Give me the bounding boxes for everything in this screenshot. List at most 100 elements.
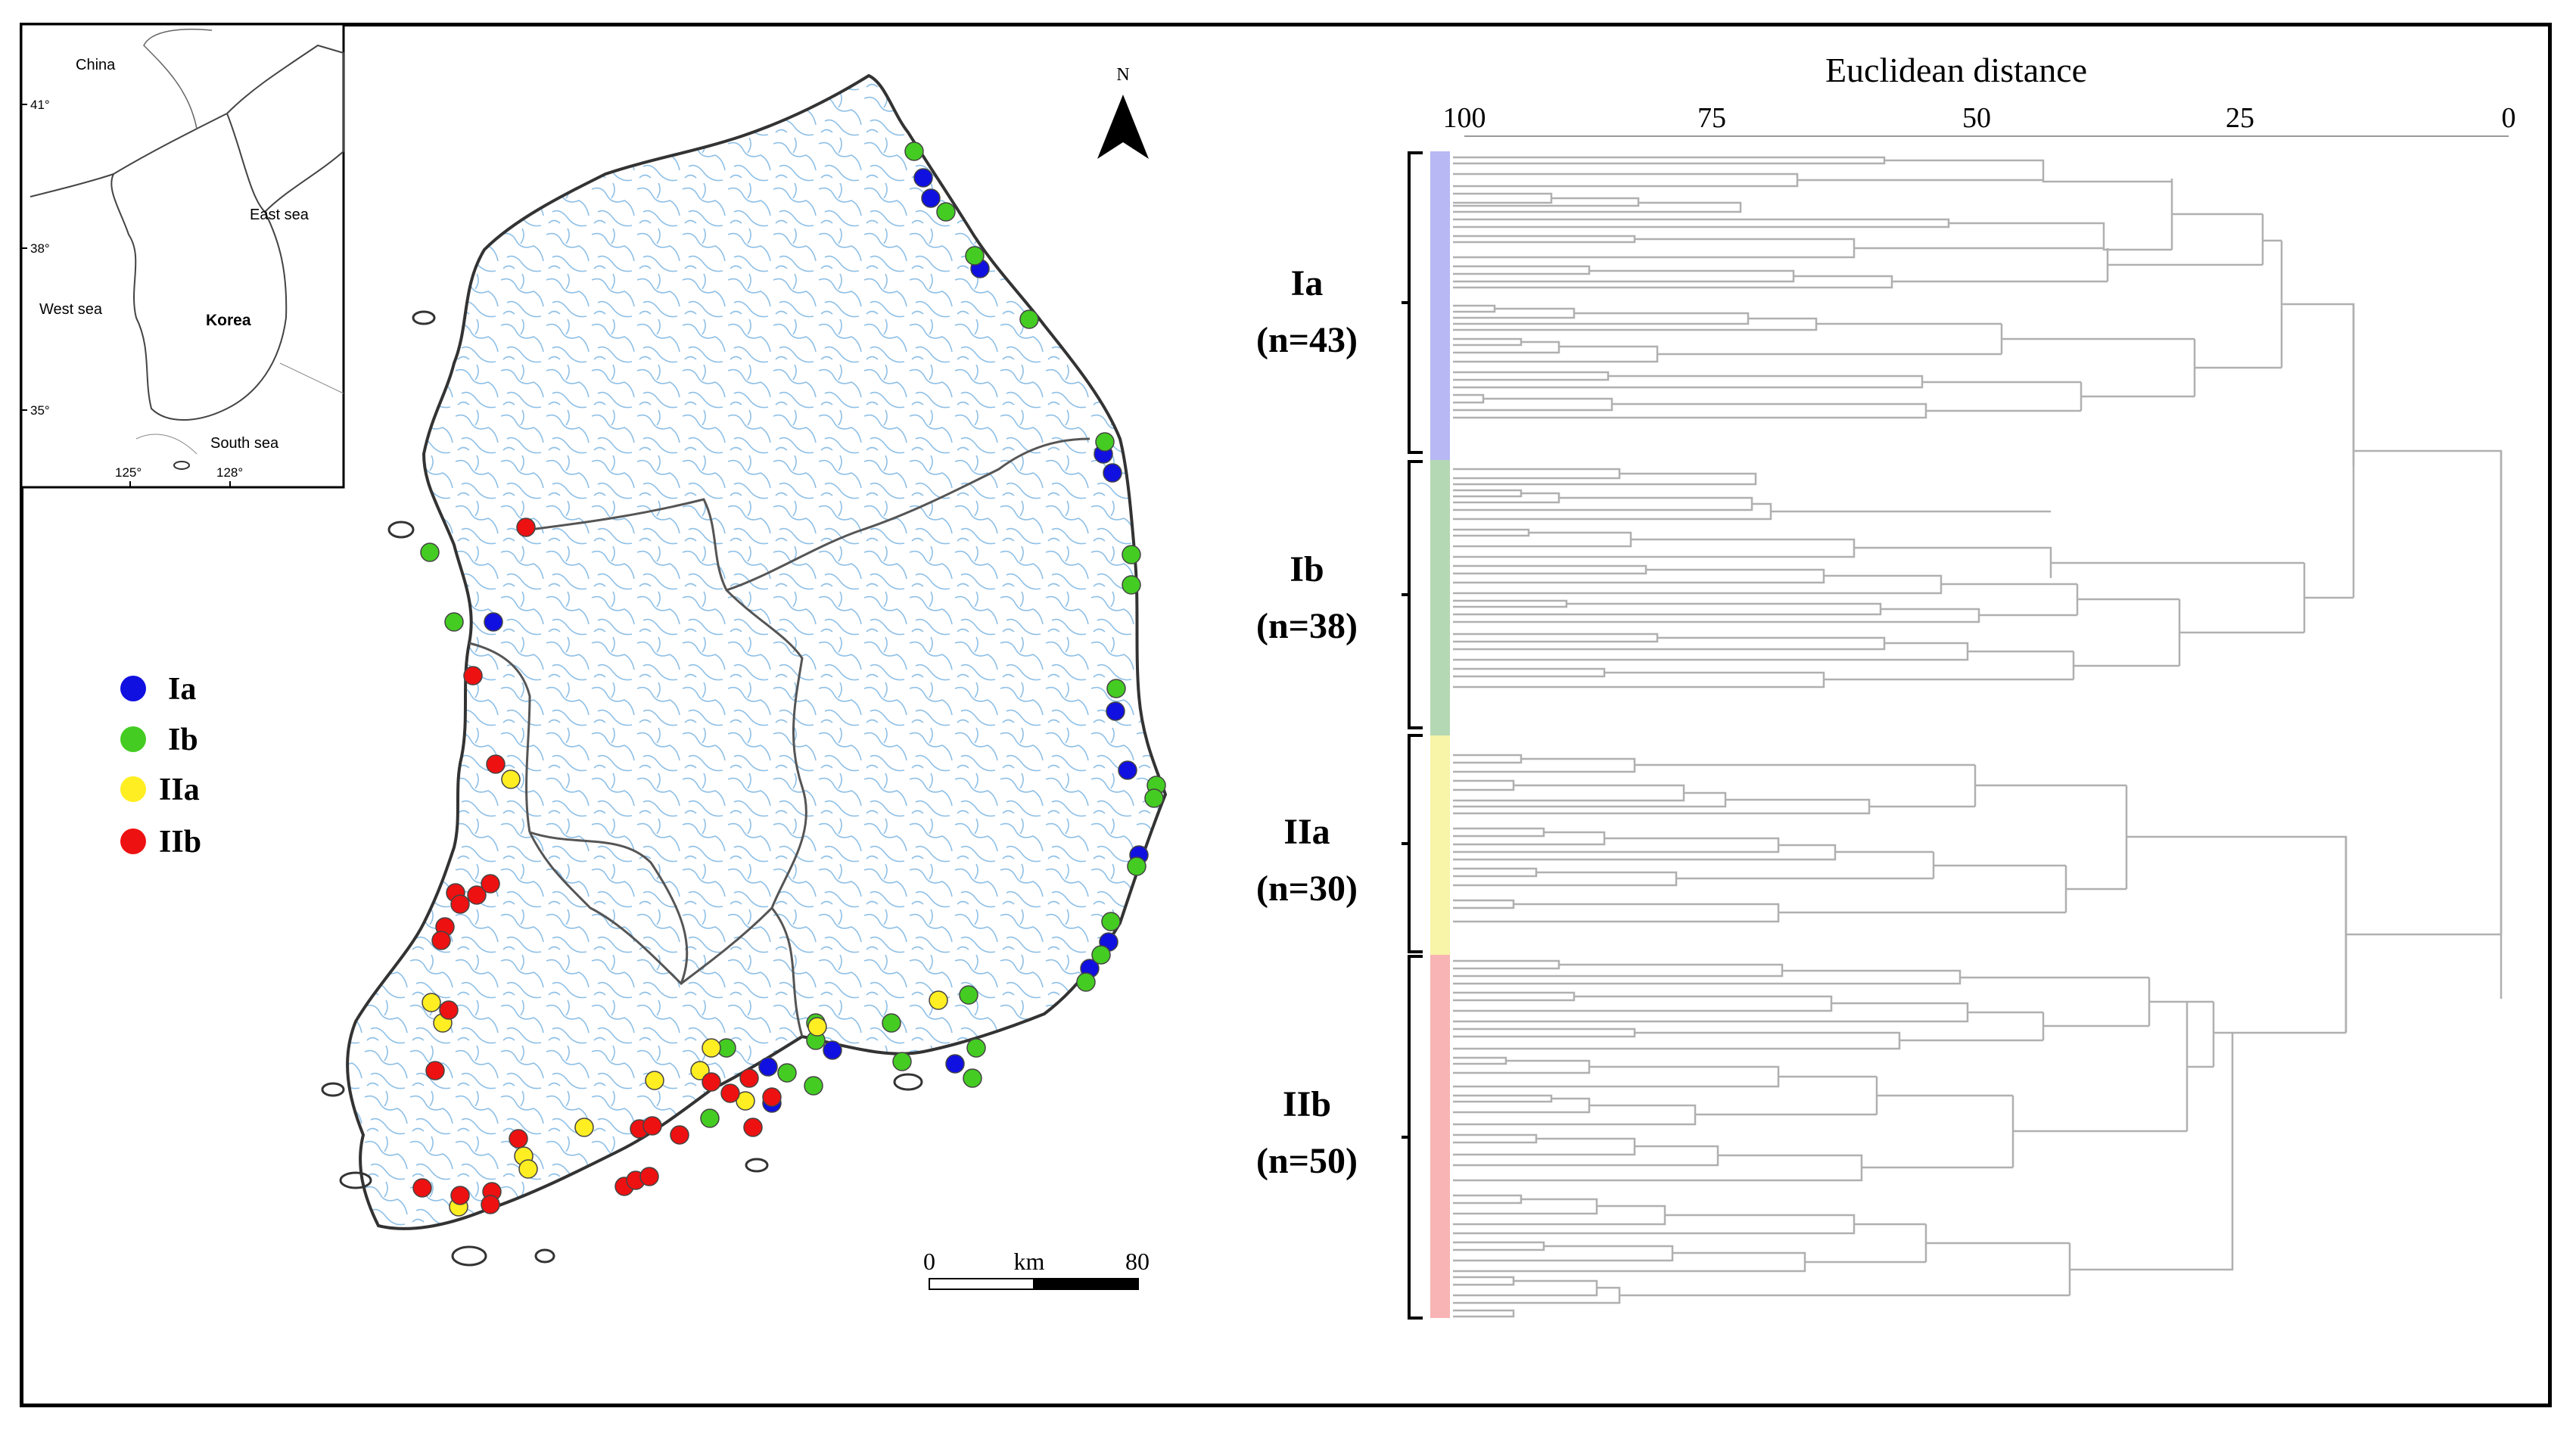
bracket-ia: [1408, 151, 1423, 454]
cluster-count-ib: (n=38): [1256, 606, 1358, 646]
map-point: [758, 1057, 778, 1077]
map-point: [463, 666, 483, 685]
map-point: [966, 1038, 986, 1058]
map-point: [481, 874, 500, 894]
inset-lat-41: 41°: [30, 98, 50, 112]
scale-bar: 0 km 80: [923, 1248, 1150, 1290]
map-point: [1122, 575, 1141, 595]
map-point: [807, 1017, 827, 1037]
map-point: [642, 1116, 662, 1136]
cluster-label-ia: Ia: [1291, 263, 1324, 303]
inset-label-china: China: [76, 57, 116, 73]
cluster-strip-iia: [1430, 735, 1450, 955]
cluster-count-ia: (n=43): [1256, 320, 1358, 360]
axis-tick-75: 75: [1697, 102, 1726, 134]
legend-swatch-ib: [120, 726, 146, 752]
map-point: [1095, 432, 1115, 452]
legend-swatch-ia: [120, 676, 146, 701]
bracket-iib: [1408, 955, 1423, 1320]
map-point: [425, 1061, 445, 1080]
map-point: [467, 885, 487, 905]
map-point: [412, 1178, 432, 1198]
legend-label-iia: IIa: [159, 773, 200, 807]
axis-tick-50: 50: [1962, 102, 1991, 134]
cluster-strip-ia: [1430, 151, 1450, 460]
map-point: [1144, 788, 1164, 808]
cluster-label-iia: IIa: [1283, 812, 1330, 852]
north-arrow-icon: N: [1097, 65, 1149, 159]
map-point: [965, 246, 985, 266]
map-point: [823, 1040, 842, 1060]
legend-swatch-iib: [120, 828, 146, 854]
map-point: [1118, 760, 1137, 780]
map-legend: Ia Ib IIa IIb: [120, 672, 201, 860]
axis-tick-25: 25: [2226, 102, 2254, 134]
bracket-iia: [1408, 734, 1423, 953]
map-point: [959, 985, 978, 1005]
map-point: [1091, 945, 1111, 965]
map-point: [720, 1083, 740, 1103]
dendrogram-tree: [1453, 156, 2503, 1318]
inset-lon-125: 125°: [115, 465, 142, 480]
map-point: [1101, 912, 1121, 931]
map-point: [501, 769, 521, 789]
inset-lat-38: 38°: [30, 241, 50, 256]
map-point: [509, 1129, 528, 1149]
map-point: [777, 1063, 797, 1083]
legend-label-ia: Ia: [168, 672, 196, 707]
map-point: [420, 542, 440, 562]
map-point: [444, 612, 464, 632]
legend-label-ib: Ib: [168, 723, 198, 757]
inset-label-south-sea: South sea: [210, 435, 279, 452]
map-point: [422, 993, 441, 1012]
axis-tick-100: 100: [1443, 102, 1486, 134]
map-point: [892, 1052, 912, 1071]
map-point: [481, 1195, 500, 1214]
map-point: [670, 1125, 689, 1145]
main-map: N 0 km 80 Ia Ib IIa IIb: [120, 65, 1168, 1290]
map-point: [1106, 701, 1125, 721]
map-point: [904, 141, 924, 161]
dendrogram-title: Euclidean distance: [1825, 51, 2087, 89]
inset-label-west-sea: West sea: [39, 301, 103, 318]
map-point: [1076, 972, 1096, 992]
map-point: [743, 1118, 763, 1137]
legend-label-iib: IIb: [159, 825, 201, 860]
map-point: [574, 1118, 594, 1137]
map-point: [1103, 463, 1122, 483]
map-point: [936, 202, 956, 222]
scale-end: 80: [1125, 1248, 1150, 1275]
map-point: [736, 1091, 755, 1111]
inset-label-east-sea: East sea: [250, 207, 310, 223]
cluster-count-iia: (n=30): [1256, 869, 1358, 909]
map-point: [945, 1054, 965, 1074]
map-point: [450, 894, 470, 914]
map-point: [1106, 679, 1126, 698]
map-point: [739, 1068, 759, 1088]
map-point: [645, 1071, 664, 1090]
map-point: [1127, 856, 1146, 876]
map-point: [921, 188, 941, 208]
scale-start: 0: [923, 1248, 935, 1275]
inset-lon-128: 128°: [216, 465, 243, 480]
map-point: [1122, 545, 1141, 564]
bracket-ib: [1408, 460, 1423, 729]
cluster-label-ib: Ib: [1290, 549, 1324, 589]
map-point: [929, 990, 948, 1010]
map-point: [486, 754, 506, 774]
map-point: [963, 1068, 982, 1088]
map-point: [882, 1013, 901, 1033]
map-point: [439, 1000, 459, 1020]
map-point: [762, 1087, 782, 1107]
axis-tick-0: 0: [2502, 102, 2516, 134]
legend-swatch-iia: [120, 776, 146, 802]
map-point: [702, 1038, 721, 1058]
inset-lat-35: 35°: [30, 403, 50, 418]
cluster-count-iib: (n=50): [1256, 1141, 1358, 1181]
dendrogram: Euclidean distance 100 75 50 25 0 Ia (n=…: [1256, 51, 2516, 1320]
map-point: [702, 1072, 721, 1092]
north-label: N: [1116, 65, 1129, 85]
cluster-strip-iib: [1430, 955, 1450, 1318]
inset-map: China East sea Korea West sea South sea …: [20, 23, 345, 489]
